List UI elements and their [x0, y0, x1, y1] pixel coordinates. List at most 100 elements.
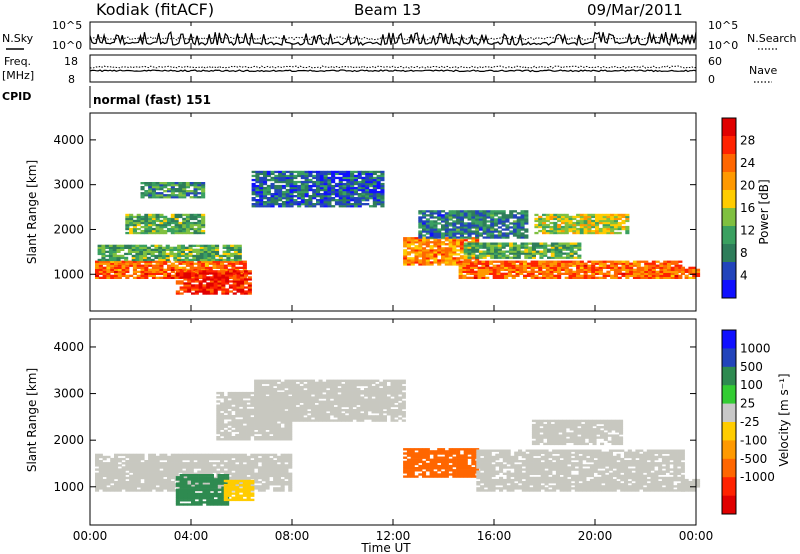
heatmap-cell — [273, 438, 278, 441]
heatmap-cell — [617, 262, 622, 265]
heatmap-cell — [269, 383, 274, 387]
heatmap-cell — [246, 436, 251, 439]
heatmap-cell — [610, 268, 615, 271]
heatmap-cell — [303, 419, 308, 422]
heatmap-cell — [132, 266, 137, 269]
heatmap-cell — [538, 215, 543, 219]
heatmap-cell — [542, 260, 547, 263]
heatmap-cell — [357, 201, 362, 204]
heatmap-cell — [151, 457, 156, 461]
heatmap-cell — [203, 250, 208, 253]
heatmap-cell — [303, 379, 308, 382]
heatmap-cell — [295, 400, 300, 403]
heatmap-cell — [342, 170, 347, 174]
heatmap-cell — [188, 246, 193, 249]
heatmap-cell — [263, 176, 268, 180]
heatmap-cell — [380, 190, 385, 194]
heatmap-cell — [257, 419, 262, 422]
heatmap-cell — [223, 438, 228, 441]
heatmap-cell — [231, 400, 236, 403]
heatmap-cell — [342, 203, 347, 206]
heatmap-cell — [257, 413, 262, 416]
heatmap-cell — [357, 205, 362, 208]
heatmap-cell — [312, 193, 317, 196]
heatmap-cell — [322, 419, 327, 422]
heatmap-cell — [182, 462, 187, 465]
heatmap-cell — [250, 474, 255, 478]
heatmap-cell — [144, 182, 149, 185]
heatmap-cell — [167, 472, 172, 475]
heatmap-cell — [429, 255, 434, 258]
heatmap-cell — [579, 229, 584, 233]
heatmap-cell — [220, 402, 225, 405]
heatmap-cell — [246, 470, 251, 473]
heatmap-cell — [192, 244, 197, 247]
heatmap-cell — [418, 216, 423, 219]
heatmap-cell — [250, 498, 255, 502]
heatmap-cell — [621, 262, 626, 265]
heatmap-cell — [257, 396, 262, 399]
heatmap-cell — [263, 172, 268, 176]
heatmap-cell — [299, 411, 304, 414]
heatmap-cell — [155, 192, 160, 195]
heatmap-cell — [167, 466, 172, 469]
heatmap-cell — [554, 254, 559, 257]
heatmap-cell — [269, 409, 274, 412]
heatmap-cell — [299, 394, 304, 397]
heatmap-cell — [220, 427, 225, 430]
heatmap-cell — [197, 227, 202, 231]
heatmap-cell — [573, 250, 578, 253]
heatmap-cell — [651, 264, 656, 267]
heatmap-cell — [257, 409, 262, 412]
heatmap-cell — [257, 421, 262, 424]
heatmap-cell — [617, 225, 622, 229]
heatmap-cell — [553, 227, 558, 231]
heatmap-cell — [610, 266, 615, 269]
heatmap-cell — [319, 172, 324, 176]
heatmap-cell — [163, 457, 168, 461]
heatmap-cell — [327, 188, 332, 192]
heatmap-cell — [406, 261, 411, 264]
heatmap-cell — [217, 488, 222, 491]
heatmap-cell — [254, 385, 259, 389]
heatmap-cell — [550, 242, 555, 245]
heatmap-cell — [105, 244, 110, 247]
heatmap-cell — [159, 478, 164, 482]
heatmap-cell — [261, 423, 266, 426]
heatmap-cell — [212, 455, 217, 459]
heatmap-cell — [288, 462, 293, 465]
heatmap-cell — [285, 182, 290, 186]
heatmap-cell — [629, 272, 634, 275]
heatmap-cell — [534, 223, 539, 227]
heatmap-cell — [452, 251, 457, 254]
heatmap-cell — [380, 193, 385, 196]
heatmap-cell — [606, 260, 611, 263]
heatmap-cell — [577, 248, 582, 251]
heatmap-cell — [189, 264, 194, 267]
heatmap-cell — [269, 431, 274, 435]
heatmap-cell — [331, 188, 336, 192]
heatmap-cell — [547, 250, 552, 253]
heatmap-cell — [240, 274, 245, 277]
heatmap-cell — [189, 464, 194, 467]
heatmap-cell — [274, 170, 279, 174]
heatmap-cell — [198, 476, 203, 479]
heatmap-cell — [223, 472, 228, 475]
heatmap-cell — [289, 199, 294, 202]
heatmap-cell — [475, 239, 480, 242]
heatmap-cell — [299, 419, 304, 422]
heatmap-cell — [196, 254, 201, 258]
heatmap-cell — [659, 262, 664, 265]
heatmap-cell — [576, 272, 581, 275]
heatmap-cell — [326, 383, 331, 387]
heatmap-cell — [497, 232, 502, 235]
heatmap-cell — [237, 258, 242, 262]
heatmap-cell — [310, 396, 315, 399]
heatmap-cell — [425, 218, 430, 221]
heatmap-cell — [280, 489, 285, 492]
heatmap-cell — [297, 193, 302, 196]
heatmap-cell — [201, 188, 206, 191]
heatmap-cell — [304, 182, 309, 186]
heatmap-cell — [148, 225, 153, 229]
heatmap-cell — [530, 276, 535, 279]
